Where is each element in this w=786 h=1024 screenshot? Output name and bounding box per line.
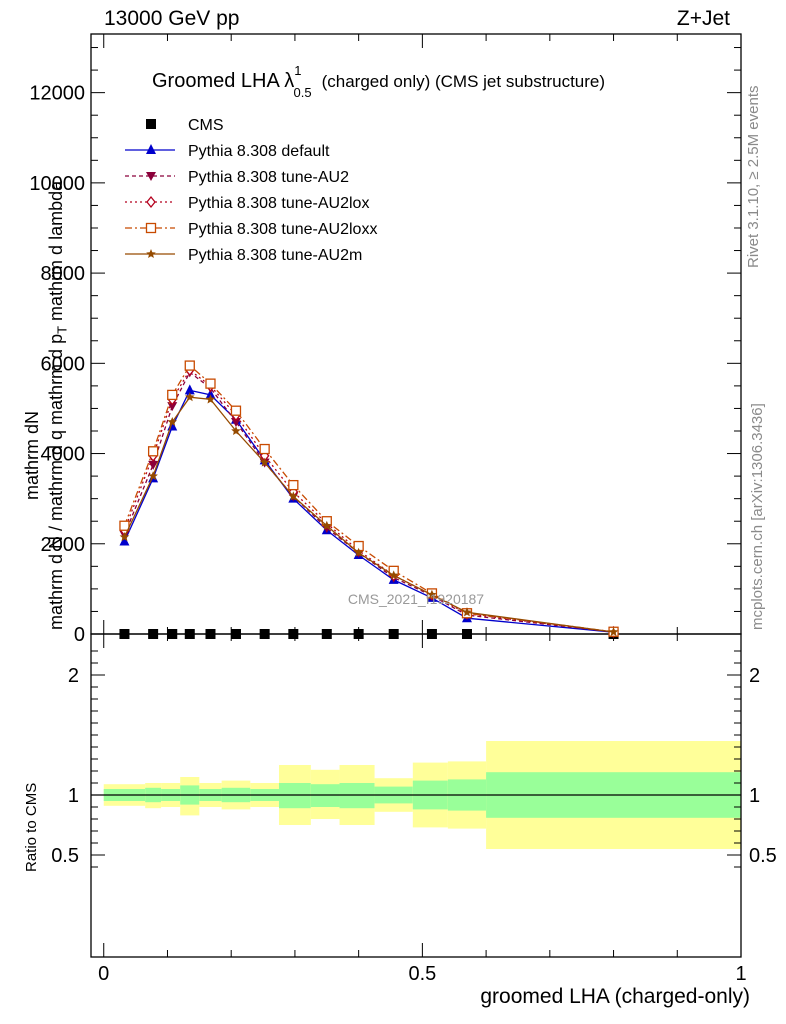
ratio-y-tick-label: 1: [68, 785, 79, 807]
ratio-y-tick-label-right: 1: [749, 785, 760, 807]
process-label: Z+Jet: [676, 7, 730, 30]
legend-label-4: Pythia 8.308 tune-AU2loxx: [188, 221, 377, 238]
legend-marker-4: [145, 222, 157, 234]
energy-label: 13000 GeV pp: [104, 7, 240, 30]
x-axis-label: groomed LHA (charged-only): [480, 985, 750, 1008]
x-tick-label: 0.5: [408, 963, 436, 985]
series-4-point: [259, 443, 270, 455]
series-line-4: [123, 364, 614, 633]
series-1-point: [184, 384, 195, 395]
series-4-point: [119, 520, 130, 531]
legend-marker-2: [146, 172, 156, 181]
series-5-point: [353, 547, 364, 557]
legend-marker-3: [146, 195, 156, 209]
series-0-point: [167, 629, 178, 639]
series-4-point: [288, 479, 299, 491]
series-5-point: [167, 417, 177, 426]
chart-title-sup: 1: [294, 63, 301, 78]
legend-marker-0: [146, 119, 156, 129]
chart-title-sub: 0.5: [294, 85, 312, 100]
ratio-y-tick-label-right: 0.5: [749, 845, 777, 867]
main-y-tick-label: 2000: [41, 534, 86, 556]
series-0-point: [148, 629, 159, 639]
series-5-point: [462, 607, 472, 617]
series-0-point: [353, 629, 364, 639]
legend-label-3: Pythia 8.308 tune-AU2lox: [188, 195, 369, 212]
main-y-tick-label: 8000: [41, 263, 86, 285]
series-5-point: [148, 471, 158, 481]
series-5-point: [288, 491, 299, 501]
chart-title-main: Groomed LHA λ: [152, 70, 294, 92]
chart-title: Groomed LHA λ1 0.5 (charged only) (CMS jet…: [152, 63, 605, 100]
series-5-point: [259, 457, 270, 467]
legend-label-1: Pythia 8.308 default: [188, 143, 330, 160]
series-4-point: [147, 446, 159, 457]
series-0-point: [119, 629, 130, 639]
series-5-point: [388, 570, 399, 580]
main-y-tick-label: 6000: [41, 353, 86, 375]
x-tick-label: 0: [98, 963, 109, 985]
main-y-tick-label-zero: 0: [74, 624, 85, 646]
series-5-point: [205, 394, 216, 404]
series-0-point: [288, 629, 299, 639]
series-5-point: [231, 426, 241, 435]
series-0-point: [388, 629, 399, 639]
x-tick-label: 1: [735, 963, 746, 985]
series-4-point: [167, 389, 178, 401]
series-0-point: [205, 629, 216, 639]
series-5-point: [322, 520, 332, 530]
legend-label-2: Pythia 8.308 tune-AU2: [188, 169, 349, 186]
series-2-point: [167, 402, 178, 412]
ratio-y-tick-label: 2: [68, 665, 79, 687]
ratio-y-tick-label-right: 2: [749, 665, 760, 687]
series-0-point: [321, 629, 332, 639]
series-5-point: [608, 627, 619, 636]
series-4-point: [205, 378, 216, 389]
series-0-point: [259, 629, 270, 639]
series-line-5: [123, 396, 614, 633]
series-0-point: [230, 629, 241, 639]
legend-label-0: CMS: [188, 117, 224, 134]
series-5-point: [185, 392, 195, 402]
series-1-point: [119, 535, 130, 546]
chart-title-suffix: (charged only) (CMS jet substructure): [322, 72, 605, 91]
main-y-tick-label: 4000: [41, 444, 86, 466]
series-0-point: [461, 629, 472, 639]
legend-label-5: Pythia 8.308 tune-AU2m: [188, 247, 362, 264]
series-1-point: [205, 388, 216, 399]
main-y-tick-label: 10000: [29, 173, 85, 195]
series-2-point: [148, 460, 159, 470]
series-4-point: [184, 360, 195, 371]
legend-marker-1: [146, 144, 156, 154]
series-0-point: [426, 629, 437, 639]
legend-marker-5: [146, 249, 156, 258]
series-0-point: [184, 629, 195, 639]
series-5-point: [119, 532, 130, 542]
ratio-y-tick-label: 0.5: [51, 845, 79, 867]
series-2-point: [230, 417, 241, 427]
analysis-watermark: CMS_2021_I1920187: [348, 591, 484, 607]
main-y-tick-label: 12000: [29, 83, 85, 105]
series-4-point: [230, 405, 242, 416]
series-5-point: [427, 589, 437, 599]
